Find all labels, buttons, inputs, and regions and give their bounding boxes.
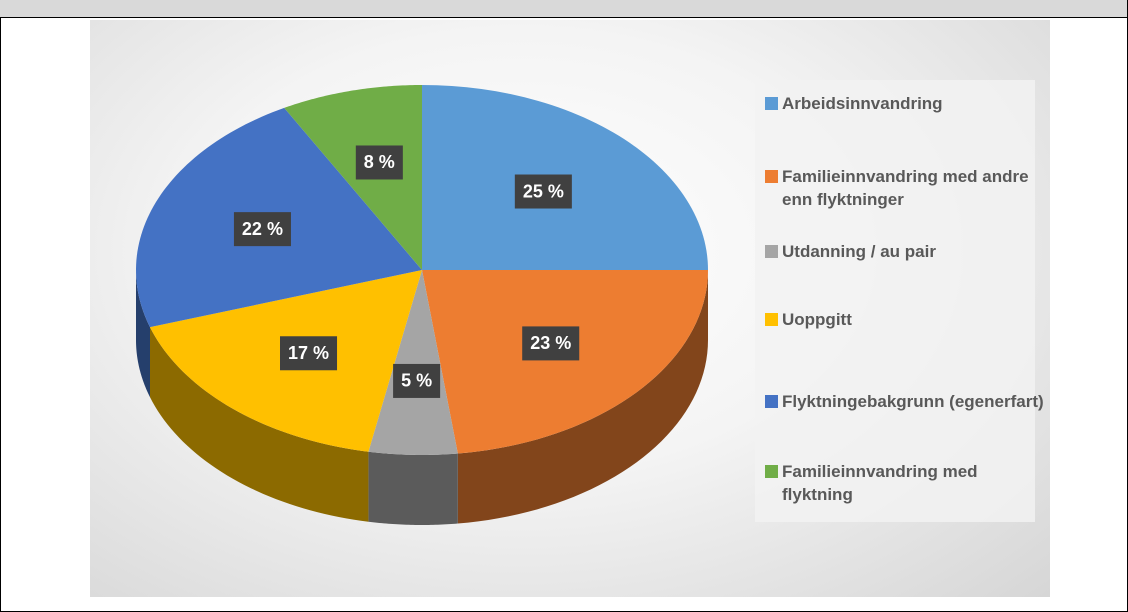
data-label: 8 % <box>364 152 395 172</box>
legend-swatch <box>765 313 778 326</box>
legend-label: Familieinnvandring med flyktning <box>782 462 978 504</box>
pie-slice <box>284 85 422 270</box>
pie-slice-side <box>368 451 458 525</box>
data-label: 5 % <box>401 371 432 391</box>
data-label: 17 % <box>288 343 329 363</box>
legend-swatch <box>765 395 778 408</box>
data-label-box <box>355 145 403 180</box>
legend-swatch <box>765 465 778 478</box>
legend-entry: Familieinnvandring med andre enn flyktni… <box>765 165 1047 211</box>
data-label-box <box>233 212 291 247</box>
legend: Arbeidsinnvandring Familieinnvandring med… <box>755 80 1044 522</box>
pie-slice <box>368 270 458 455</box>
data-label: 25 % <box>523 181 564 201</box>
pie-slice-side <box>457 270 708 524</box>
pie-slice-side <box>149 327 369 522</box>
legend-entry: Familieinnvandring med flyktning <box>765 460 1047 506</box>
data-label: 23 % <box>530 333 571 353</box>
legend-swatch <box>765 245 778 258</box>
pie-slice <box>422 270 708 454</box>
legend-label: Familieinnvandring med andre enn flyktni… <box>782 167 1029 209</box>
data-label-box <box>514 174 572 209</box>
legend-entry: Uoppgitt <box>765 308 1047 331</box>
data-label-box <box>393 363 441 398</box>
legend-label: Flyktningebakgrunn (egenerfart) <box>782 392 1044 411</box>
data-label-box <box>522 326 580 361</box>
legend-entry: Flyktningebakgrunn (egenerfart) <box>765 390 1047 413</box>
legend-swatch <box>765 170 778 183</box>
table-header <box>0 0 1127 18</box>
data-label: 22 % <box>242 219 283 239</box>
legend-label: Uoppgitt <box>782 310 852 329</box>
pie-slice-side <box>136 270 150 398</box>
legend-swatch <box>765 97 778 110</box>
legend-entry: Arbeidsinnvandring <box>765 92 1047 115</box>
legend-label: Utdanning / au pair <box>782 242 936 261</box>
data-label-box <box>280 336 338 371</box>
legend-entry: Utdanning / au pair <box>765 240 1047 263</box>
legend-label: Arbeidsinnvandring <box>782 94 943 113</box>
